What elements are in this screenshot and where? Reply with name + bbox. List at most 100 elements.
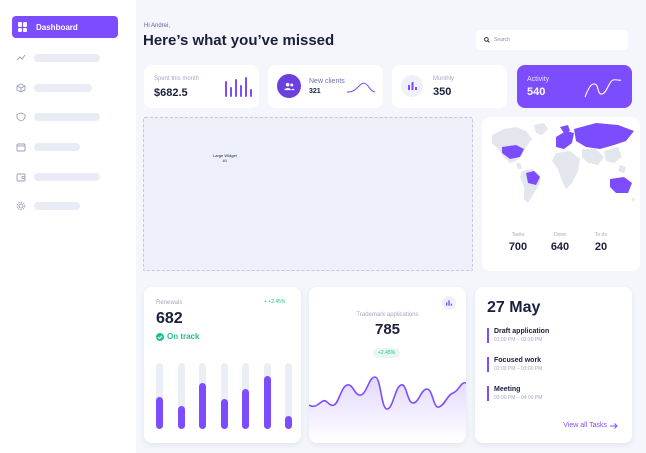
renewals-bar-track xyxy=(242,363,249,429)
search-input[interactable]: Search xyxy=(476,30,628,50)
clients-card[interactable]: New clients 321 xyxy=(268,65,383,108)
monthly-value: 350 xyxy=(433,86,452,98)
gear-icon xyxy=(16,201,26,211)
spent-value: $682.5 xyxy=(154,87,188,99)
greeting: Hi Andrei, xyxy=(144,23,171,29)
world-map xyxy=(492,123,635,203)
activity-sparkline-icon xyxy=(584,79,622,98)
renewals-bar-track xyxy=(177,363,185,429)
sidebar-item-placeholder xyxy=(34,173,100,181)
todo-value: 20 xyxy=(594,241,608,253)
sidebar-item-security[interactable] xyxy=(16,111,106,123)
tasks-stat: Tasks 700 xyxy=(500,232,536,253)
sidebar-item-placeholder xyxy=(34,113,100,121)
activity-label: Activity xyxy=(527,76,550,83)
renewals-change: + +2.45% xyxy=(264,299,286,305)
sidebar-item-placeholder xyxy=(34,143,80,151)
task-time: 01:00 PM – 02:30 PM xyxy=(494,337,543,343)
view-all-tasks-link[interactable]: View all Tasks xyxy=(563,422,618,429)
task-item[interactable]: Meeting 03:00 PM – 04:00 PM xyxy=(487,386,542,401)
renewals-bar xyxy=(199,383,206,429)
trademark-value: 785 xyxy=(374,321,401,338)
bars-icon[interactable] xyxy=(442,296,456,310)
world-map-card[interactable]: Tasks 700 Done 640 To do 20 xyxy=(482,117,640,271)
arrow-right-icon xyxy=(610,422,618,429)
schedule-card[interactable]: 27 May Draft application 01:00 PM – 02:3… xyxy=(475,287,632,443)
search-icon xyxy=(484,37,490,43)
todo-label: To do xyxy=(594,232,608,238)
sidebar-item-label: Dashboard xyxy=(36,22,78,32)
renewals-bar-track xyxy=(156,363,163,429)
spent-card[interactable]: Spent this month $682.5 xyxy=(144,65,259,108)
sidebar-item-placeholder xyxy=(34,202,80,210)
task-name: Meeting xyxy=(494,386,521,393)
task-time: 03:00 PM – 04:00 PM xyxy=(494,395,543,401)
renewals-label: Renewals xyxy=(156,300,183,306)
large-widget[interactable]: Large Widget #1 xyxy=(143,117,473,271)
calendar-icon xyxy=(16,143,26,152)
bars-icon xyxy=(401,75,423,97)
activity-card[interactable]: Activity 540 xyxy=(517,65,632,108)
done-value: 640 xyxy=(550,241,570,253)
status-text: On track xyxy=(167,332,200,341)
spent-bars-icon xyxy=(225,77,252,97)
renewals-bar xyxy=(177,406,185,429)
activity-value: 540 xyxy=(527,86,546,98)
page-title: Here’s what you’ve missed xyxy=(143,32,335,49)
sidebar-item-placeholder xyxy=(34,54,100,62)
renewals-bar xyxy=(220,399,228,429)
renewals-card[interactable]: Renewals + +2.45% 682 On track xyxy=(144,287,301,443)
trademark-wave-chart xyxy=(309,376,466,443)
sidebar: Dashboard xyxy=(0,0,136,453)
renewals-bar xyxy=(242,389,249,429)
todo-stat: To do 20 xyxy=(583,232,619,253)
schedule-date: 27 May xyxy=(487,299,541,316)
sidebar-item-wallet[interactable] xyxy=(16,171,106,183)
renewals-bar xyxy=(285,416,292,429)
chart-line-icon xyxy=(16,54,26,61)
task-name: Draft application xyxy=(494,328,550,335)
task-item[interactable]: Draft application 01:00 PM – 02:30 PM xyxy=(487,328,549,343)
monthly-card[interactable]: Monthly 350 xyxy=(392,65,507,108)
renewals-bar xyxy=(156,397,163,429)
done-label: Done xyxy=(554,232,566,238)
sidebar-item-products[interactable] xyxy=(16,82,106,94)
box-icon xyxy=(16,83,26,93)
renewals-bar-track xyxy=(263,363,271,429)
monthly-label: Monthly xyxy=(433,76,455,82)
trademark-change: +2.45% xyxy=(373,348,401,358)
clients-sparkline-icon xyxy=(346,82,376,93)
sidebar-item-settings[interactable] xyxy=(16,200,106,212)
renewals-bar-chart xyxy=(156,363,292,429)
shield-icon xyxy=(16,112,26,122)
check-circle-icon xyxy=(156,332,164,341)
clients-value: 321 xyxy=(309,88,321,95)
done-stat: Done 640 xyxy=(542,232,578,253)
task-time: 02:00 PM – 03:00 PM xyxy=(494,366,543,372)
dashboard-icon xyxy=(18,22,28,32)
trademark-label: Trademark applications xyxy=(356,312,419,318)
status-badge: On track xyxy=(156,332,199,341)
renewals-bar-track xyxy=(285,363,292,429)
main-content: Hi Andrei, Here’s what you’ve missed Sea… xyxy=(136,0,646,453)
sidebar-item-calendar[interactable] xyxy=(16,141,106,153)
renewals-value: 682 xyxy=(156,310,183,327)
trademark-card[interactable]: Trademark applications 785 +2.45% xyxy=(309,287,466,443)
large-widget-label: Large Widget #1 xyxy=(213,153,237,163)
sidebar-item-placeholder xyxy=(34,84,92,92)
users-icon xyxy=(277,74,301,98)
view-all-label: View all Tasks xyxy=(563,422,607,429)
tasks-label: Tasks xyxy=(511,232,525,238)
renewals-bar-track xyxy=(220,363,228,429)
clients-label: New clients xyxy=(309,78,345,85)
spent-label: Spent this month xyxy=(154,76,200,82)
sidebar-item-dashboard[interactable]: Dashboard xyxy=(12,16,118,38)
search-placeholder: Search xyxy=(494,37,510,43)
tasks-value: 700 xyxy=(508,241,528,253)
renewals-bar xyxy=(263,376,271,429)
sidebar-item-analytics[interactable] xyxy=(16,52,106,64)
task-name: Focused work xyxy=(494,357,542,364)
renewals-bar-track xyxy=(199,363,206,429)
wallet-icon xyxy=(16,173,26,182)
task-item[interactable]: Focused work 02:00 PM – 03:00 PM xyxy=(487,357,542,372)
